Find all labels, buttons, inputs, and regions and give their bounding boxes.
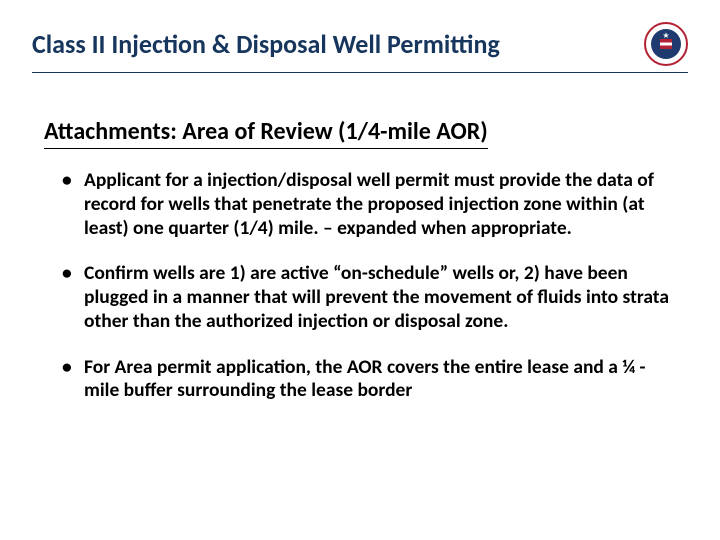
seal-flag-icon [660, 39, 672, 49]
list-item: Confirm wells are 1) are active “on-sche… [62, 262, 676, 333]
content-area: Attachments: Area of Review (1/4-mile AO… [0, 73, 720, 403]
seal-inner: ★ [651, 29, 681, 59]
list-item: Applicant for a injection/disposal well … [62, 169, 676, 240]
list-item: For Area permit application, the AOR cov… [62, 356, 676, 404]
section-heading: Attachments: Area of Review (1/4-mile AO… [44, 117, 488, 149]
header-row: Class II Injection & Disposal Well Permi… [0, 0, 720, 72]
page-title: Class II Injection & Disposal Well Permi… [32, 28, 500, 60]
agency-seal-icon: ★ [644, 22, 688, 66]
bullet-list: Applicant for a injection/disposal well … [44, 169, 676, 403]
